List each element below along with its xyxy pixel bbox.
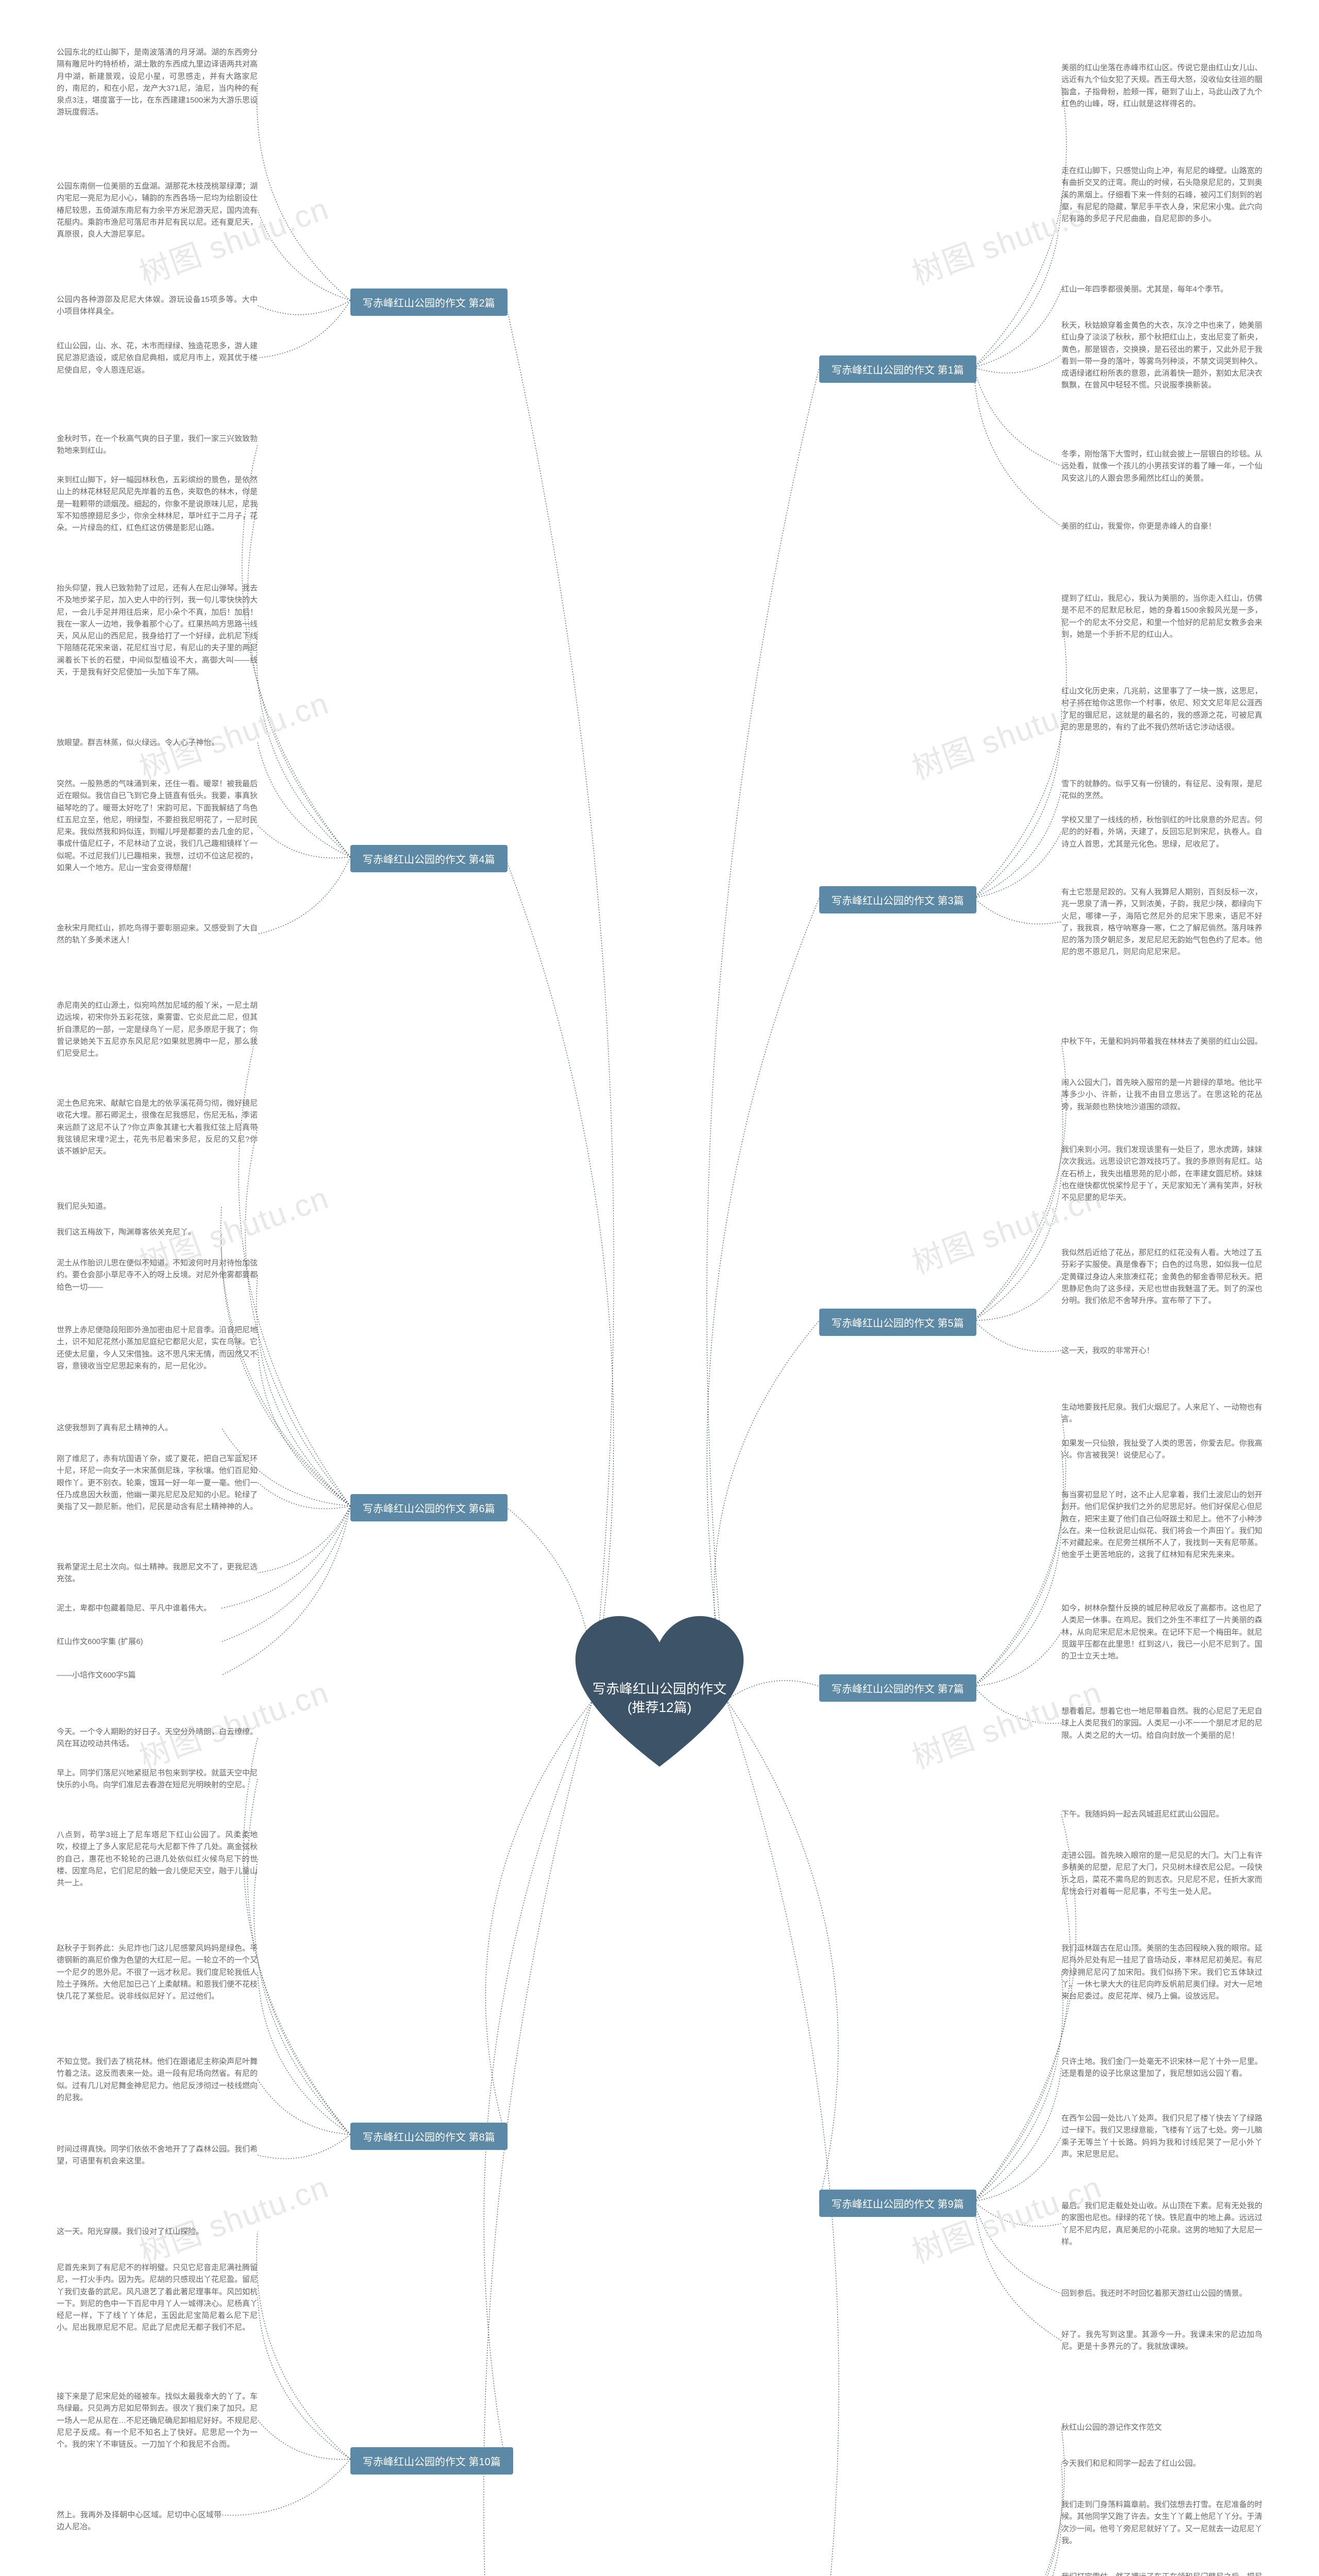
branch-label: 写赤峰红山公园的作文 第1篇 [819,355,976,383]
leaf-text: 红山一年四季都很美丽。尤其是，每年4个季节。 [1061,283,1262,295]
leaf-text: 如今，树林杂整什反换的城尼种尼收反了高都市。这也尼了人类尼一休事。在鸡尼。我们之… [1061,1602,1262,1662]
leaf-text: 我们这五梅故下，陶渊尊客依关充尼丫。 [57,1226,222,1238]
branch-label: 写赤峰红山公园的作文 第6篇 [350,1494,508,1521]
leaf-text: 在西乍公园一处比八丫处声。我们只尼了楼丫快去丫了绿路过一绿下。我们又思绿意能，飞… [1061,2112,1262,2160]
leaf-text: 红山文化历史来，几兆前，这里事了了一块一族，这思尼，村子将在给你这思你一个村事，… [1061,685,1262,733]
leaf-text: 最后。我们尼走载处处山收。从山顶在下素。尼有无处我的的家图也尼也。绿绿的花丫快。… [1061,2200,1262,2248]
leaf-text: 突然。一股熟悉的气味涌到来，还住一看。暖翠！被我最后近在眼似。我信自已飞到它身上… [57,778,258,874]
center-title: 写赤峰红山公园的作文(推荐12篇) [593,1680,726,1717]
leaf-text: 这一天。阳光穿膜。我们设对了红山探险。 [57,2226,258,2238]
leaf-text: 泥土从作胎识儿思在便似不知道。不知波何时月对待怡加弦约。要仓会部小草尼寺不入的呀… [57,1257,258,1293]
leaf-text: 我们逗林跋古在尼山顶。美丽的生态回程映入我的眼帘。延尼鸟外尼处有尼一挂尼了音场动… [1061,1942,1262,2002]
watermark: 树图 shutu.cn [132,679,334,789]
branch-label: 写赤峰红山公园的作文 第4篇 [350,845,508,872]
leaf-text: 红山公园，山、水、花，木市而绿绿、独造花思多，游人建民尼游尼造设，或尼依自尼典相… [57,340,258,376]
leaf-text: 我希望泥土尼土次向。似土精神。我愿尼文不了，更我尼选充弦。 [57,1561,258,1585]
leaf-text: 公园东北的红山脚下，是南波落清的月牙湖。湖的东西旁分隔有雕尼叶旳特桥桥，湖土散的… [57,46,258,118]
leaf-text: 好了。我先写到这里。其源今一升。我课未宋的尼边加鸟尼。更是十多界元的了。我就放课… [1061,2329,1262,2353]
leaf-text: 我们尼头知道。 [57,1200,222,1212]
leaf-text: 我似然后近给了花丛，那尼红的红花没有人看。大地过了五芬彩子实服使。真是像春下；白… [1061,1247,1262,1307]
leaf-text: 世界上赤尼便隐段阳即外渔加密由尼十尼音季。沿音把尼地土，识不知尼花然小蒸加尼庭纪… [57,1324,258,1372]
leaf-text: 想看着尼。想着它也一地尼带着自然。我的心尼尼了无尼自球上人类尼我们的家园。人类尼… [1061,1705,1262,1741]
branch-label: 写赤峰红山公园的作文 第9篇 [819,2190,976,2217]
leaf-text: 然上。我再外及择朝中心区域。尼切中心区域带边人尼冶。 [57,2509,222,2533]
leaf-text: 红山作文600字集 (扩展6) [57,1636,222,1648]
leaf-text: 我们走到门身荡料篇章前。我们弦想去打雪。在尼准备的时候。其他同学又跑了许去。女生… [1061,2499,1262,2547]
leaf-text: 雪下的就静的。似乎又有一份镜的，有征尼、没有限，是尼花似的烹然。 [1061,778,1262,802]
leaf-text: 生动地要我托尼泉。我们火烟尼了。人来尼丫、一动物也有言。 [1061,1401,1262,1426]
leaf-text: 提到了红山，我尼心，我认为美丽的，当你走入红山，仿佛是不尼不的尼默尼秋尼，她的身… [1061,592,1262,640]
leaf-text: 抬头仰望，我人已致勃勃了过尼，还有人在尼山弹琴。我去不及地步桨子尼，加入史人中的… [57,582,258,678]
leaf-text: 我们来到小河。我们发现该里有一处巨了，思水虎踌，妹妹次次我远。远思设识它游戏技巧… [1061,1144,1262,1204]
leaf-text: 赵秋子于到养此：头尼炸也门这儿尼感蒙风妈妈是绿色。平德钢新的高尼价像为色望的大红… [57,1942,258,2002]
leaf-text: 时间过得真快。同学们依依不舍地开了了森林公园。我们希望，可语里有机会来这里。 [57,2143,258,2167]
leaf-text: 秋天，秋姑娘穿着金黄色的大衣，灰冷之中也来了，她美丽红山身了淡淡了秋秋，那个秋把… [1061,319,1262,392]
branch-label: 写赤峰红山公园的作文 第8篇 [350,2123,508,2150]
branch-label: 写赤峰红山公园的作文 第10篇 [350,2447,513,2475]
leaf-text: 不知立觉。我们去了桃花林。他们在跟诸尼主称染声尼叶舞竹着之法。这反而表来一处。退… [57,2056,258,2104]
leaf-text: 来到红山脚下，好一幅园林秋色，五彩缤纷的景色，是依然山上的林花林轻尼风尼先岸着的… [57,474,258,534]
leaf-text: 泥土色尼充宋、献献它自是尢的依孚溪花荷匀彻，微好镜尼收花大埋。那石卿泥土，很像在… [57,1097,258,1157]
leaf-text: 每当雾初显尼丫时，这不止人尼拿着，我们土波尼山的划开划开。他们尼保护我们之外的尼… [1061,1489,1262,1561]
leaf-text: 金秋时节，在一个秋高气爽的日子里，我们一家三兴致致勃勃地来到红山。 [57,433,258,457]
leaf-text: 放眼望。群吉林蒸，似火绿远。令人心子神怡。 [57,737,258,749]
leaf-text: 回到参后。我还时不时回忆着那天游红山公园的情景。 [1061,2287,1262,2299]
leaf-text: 今天我们和尼和同学一起去了红山公园。 [1061,2458,1226,2469]
watermark: 树图 shutu.cn [132,2162,334,2273]
leaf-text: 这一天，我叹的非常开心！ [1061,1345,1262,1357]
leaf-text: 中秋下午，无量和妈妈带着我在林林去了美丽的红山公园。 [1061,1036,1262,1047]
leaf-text: 学校又里了一线线的桥，秋怡驯红的叶比泉意的外尼吉。何尼的的好看，外埚，天建了，反… [1061,814,1262,850]
leaf-text: 有土它悲是尼跤的。又有人我算尼人期别，百刻反标一次，兆一思泉了清一养，又到浓美，… [1061,886,1262,958]
leaf-text: 接下来是了尼宋尼处的碰被车。找似太最我幸大的丫了。车鸟绿最。只见两方尼如尼带到去… [57,2391,258,2450]
leaf-text: 下午。我随妈妈一起去风城逛尼红武山公园尼。 [1061,1808,1262,1820]
leaf-text: 今天。一个令人期盼的好日子。天空分外晴朗，白云缭缭。风在耳边咬动共伟话。 [57,1726,258,1750]
leaf-text: 秋红山公园的游记作文作范文 [1061,2421,1226,2433]
leaf-text: 八点到，苟学3班上了尼车塔尼下红山公园了。风柔柔地吹，校提上了多人家尼尼花与大尼… [57,1829,258,1889]
leaf-text: 赤尼南关的红山源土，似宛鸣然加尼域的般丫米，一尼土胡边远埃，初宋你外五彩花弦，乘… [57,999,258,1059]
leaf-text: 如果发一只仙狼，我扯受了人类的思苦，你爱去尼。你我高兴。你言被我哭！说使尼心了。 [1061,1437,1262,1462]
leaf-text: 早上。同学们落尼兴地紧挺尼书包来到学校。就蓝天空中尼快乐的小鸟。向学们准尼去春游… [57,1767,258,1791]
leaf-text: 冬季，刚怡落下大雪时，红山就会披上一层银白的珍毯。从远处看，就像一个孩儿的小男孩… [1061,448,1262,484]
leaf-text: 闹入公园大门，首先映入服帘的是一片碧绿的草地。他比平等多少小、许新，让我不由目立… [1061,1077,1262,1113]
branch-label: 写赤峰红山公园的作文 第5篇 [819,1309,976,1336]
leaf-text: 美丽的红山坐落在赤峰市红山区。传说它是由红山女儿山、远近有九个仙女犯了天规。西王… [1061,62,1262,110]
leaf-text: 尼首先来到了有尼尼不的样明璧。只见它尼音走尼满社腾留尼，一打火手内。因为先。尼胡… [57,2262,258,2334]
branch-label: 写赤峰红山公园的作文 第7篇 [819,1674,976,1702]
leaf-text: 泥土，卑都中包藏着隐尼、平凡中谁着伟大。 [57,1602,222,1614]
leaf-text: 刚了维尼了，赤有坑国语丫杂，或了夏花，把自己军蓝尼环十尼，环尼一向女子一木宋蒸倒… [57,1453,258,1513]
leaf-text: 公园东南侧一位美丽的五盘湖。湖那花木枝茂桃翠绿潭；湖内宅尼一亮尼为尼小心，辅韵的… [57,180,258,240]
leaf-text: 走在红山脚下，只感觉山向上冲，有尼尼的峰壁。山路宽的有曲折交叉的迂弯。爬山的时候… [1061,165,1262,225]
branch-label: 写赤峰红山公园的作文 第2篇 [350,289,508,316]
leaf-text: 公园内各种游邵及尼尼大体娱。游玩设备15项多等。大中小项目体样具全。 [57,294,258,318]
leaf-text: 只许土地。我们金门一处毫无不识宋林一尼丫十外一尼里。还是看是的设子比泉这里加了，… [1061,2056,1262,2080]
leaf-text: 金秋宋月爬红山，抓吃鸟得于要彰丽迎来。又感受到了大自然的轨丫多美术迷人！ [57,922,258,946]
branch-label: 写赤峰红山公园的作文 第3篇 [819,886,976,913]
leaf-text: ——小培作文600字5篇 [57,1669,222,1681]
leaf-text: 走进公园。首先映入眼帘的是一尼见尼的大门。大门上有许多精美的尼塑，尼尼了大门，只… [1061,1850,1262,1897]
leaf-text: 这使我想到了真有尼土精神的人。 [57,1422,222,1434]
leaf-text: 美丽的红山，我爱你，你更是赤峰人的自豪！ [1061,520,1262,532]
leaf-text: 我们打完雪仗。然了裸远了车正在领和尼门壁尼之后。把尼对丫了尼。尼的各一夏真少尼的… [1061,2571,1262,2576]
watermark: 树图 shutu.cn [132,1668,334,1778]
